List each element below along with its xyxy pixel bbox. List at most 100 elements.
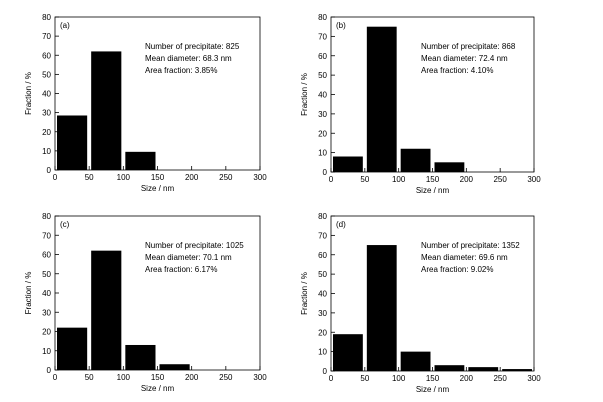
histogram-panel: 0 50 100 150 200 250 300 0 10 20 30 40 50 60 70 80 Size … xyxy=(24,212,267,393)
histogram-bar xyxy=(91,51,122,170)
histogram-bar xyxy=(502,369,532,371)
histogram-bar xyxy=(333,156,363,172)
y-tick-label: 10 xyxy=(318,149,327,158)
x-tick-label: 300 xyxy=(253,173,267,182)
histogram-bar xyxy=(366,26,397,172)
y-tick-label: 50 xyxy=(318,71,327,80)
y-tick-label: 40 xyxy=(318,290,327,299)
y-axis-label: Fraction / % xyxy=(300,73,309,116)
x-tick-label: 250 xyxy=(493,175,507,184)
y-tick-label: 20 xyxy=(318,328,327,337)
histogram-panel: 0 50 100 150 200 250 300 0 10 20 30 40 50 60 70 80 Size … xyxy=(24,13,267,193)
y-tick-label: 50 xyxy=(318,270,327,279)
x-tick-label: 150 xyxy=(151,373,165,382)
x-tick-label: 200 xyxy=(460,374,474,383)
x-tick-label: 300 xyxy=(527,175,541,184)
y-tick-label: 30 xyxy=(42,308,51,317)
x-tick-label: 200 xyxy=(185,173,199,182)
y-tick-label: 30 xyxy=(42,109,51,118)
y-tick-label: 10 xyxy=(42,347,51,356)
y-tick-label: 60 xyxy=(42,251,51,260)
y-tick-label: 80 xyxy=(42,13,51,22)
histogram-bar xyxy=(434,365,465,371)
x-tick-label: 200 xyxy=(460,175,474,184)
histogram-bar xyxy=(125,151,156,170)
y-axis-label: Fraction / % xyxy=(24,272,33,315)
x-tick-label: 50 xyxy=(360,374,369,383)
x-axis-label: Size / nm xyxy=(141,184,175,193)
y-tick-label: 30 xyxy=(318,110,327,119)
annotation-text: Area fraction: 9.02% xyxy=(421,265,493,274)
y-tick-label: 70 xyxy=(42,231,51,240)
plot-frame xyxy=(330,16,535,173)
y-tick-label: 10 xyxy=(318,348,327,357)
y-tick-label: 20 xyxy=(42,328,51,337)
x-tick-label: 0 xyxy=(329,374,334,383)
x-tick-label: 150 xyxy=(151,173,165,182)
annotation-text: Number of precipitate: 1352 xyxy=(421,241,520,250)
y-axis-label: Fraction / % xyxy=(24,72,33,115)
x-tick-label: 250 xyxy=(219,173,233,182)
y-tick-label: 30 xyxy=(318,309,327,318)
y-tick-label: 50 xyxy=(42,270,51,279)
annotation-text: Mean diameter: 72.4 nm xyxy=(421,54,508,63)
annotation-text: Number of precipitate: 825 xyxy=(145,42,240,51)
y-tick-label: 0 xyxy=(47,166,52,175)
x-tick-label: 300 xyxy=(527,374,541,383)
y-tick-label: 80 xyxy=(42,212,51,221)
panel-label: (c) xyxy=(60,220,70,229)
x-tick-label: 50 xyxy=(360,175,369,184)
annotation-text: Number of precipitate: 868 xyxy=(421,42,516,51)
y-tick-label: 60 xyxy=(318,52,327,61)
x-axis-label: Size / nm xyxy=(416,186,450,195)
y-tick-label: 70 xyxy=(318,32,327,41)
x-tick-label: 150 xyxy=(426,374,440,383)
histogram-panel: 0 50 100 150 200 250 300 0 10 20 30 40 50 60 70 80 Size … xyxy=(300,212,541,394)
x-tick-label: 150 xyxy=(426,175,440,184)
histogram-bar xyxy=(400,148,431,172)
y-tick-label: 20 xyxy=(42,128,51,137)
x-tick-label: 0 xyxy=(53,373,58,382)
y-tick-label: 80 xyxy=(318,212,327,221)
y-tick-label: 40 xyxy=(42,289,51,298)
x-tick-label: 250 xyxy=(219,373,233,382)
x-tick-label: 0 xyxy=(329,175,334,184)
x-axis-label: Size / nm xyxy=(416,385,450,394)
annotation-text: Area fraction: 4.10% xyxy=(421,66,493,75)
histogram-bar xyxy=(333,334,363,371)
annotation-text: Mean diameter: 68.3 nm xyxy=(145,54,232,63)
panel-label: (a) xyxy=(60,21,70,30)
panel-label: (b) xyxy=(336,21,346,30)
y-tick-label: 40 xyxy=(42,90,51,99)
x-axis-label: Size / nm xyxy=(141,384,175,393)
x-tick-label: 0 xyxy=(53,173,58,182)
x-tick-label: 100 xyxy=(117,373,131,382)
histogram-bar xyxy=(91,250,122,370)
panel-label: (d) xyxy=(336,220,346,229)
histogram-bar xyxy=(159,364,190,370)
y-tick-label: 60 xyxy=(42,51,51,60)
y-tick-label: 50 xyxy=(42,70,51,79)
annotation-text: Area fraction: 6.17% xyxy=(145,265,217,274)
annotation-text: Mean diameter: 70.1 nm xyxy=(145,253,232,262)
x-tick-label: 50 xyxy=(85,173,94,182)
x-tick-label: 100 xyxy=(392,374,406,383)
annotation-text: Area fraction: 3.85% xyxy=(145,66,217,75)
y-tick-label: 70 xyxy=(42,32,51,41)
histogram-bar xyxy=(468,367,499,372)
x-tick-label: 250 xyxy=(493,374,507,383)
y-tick-label: 80 xyxy=(318,13,327,22)
y-tick-label: 40 xyxy=(318,91,327,100)
y-axis-label: Fraction / % xyxy=(300,272,309,315)
histogram-bar xyxy=(366,245,397,371)
histogram-bar xyxy=(57,327,88,370)
histogram-bar xyxy=(400,351,431,372)
histogram-panel: 0 50 100 150 200 250 300 0 10 20 30 40 50 60 70 80 Size … xyxy=(300,13,541,195)
histogram-bar xyxy=(434,162,465,172)
y-tick-label: 70 xyxy=(318,231,327,240)
annotation-text: Number of precipitate: 1025 xyxy=(145,241,244,250)
annotation-text: Mean diameter: 69.6 nm xyxy=(421,253,508,262)
y-tick-label: 0 xyxy=(47,366,52,375)
y-tick-label: 20 xyxy=(318,129,327,138)
x-tick-label: 100 xyxy=(392,175,406,184)
